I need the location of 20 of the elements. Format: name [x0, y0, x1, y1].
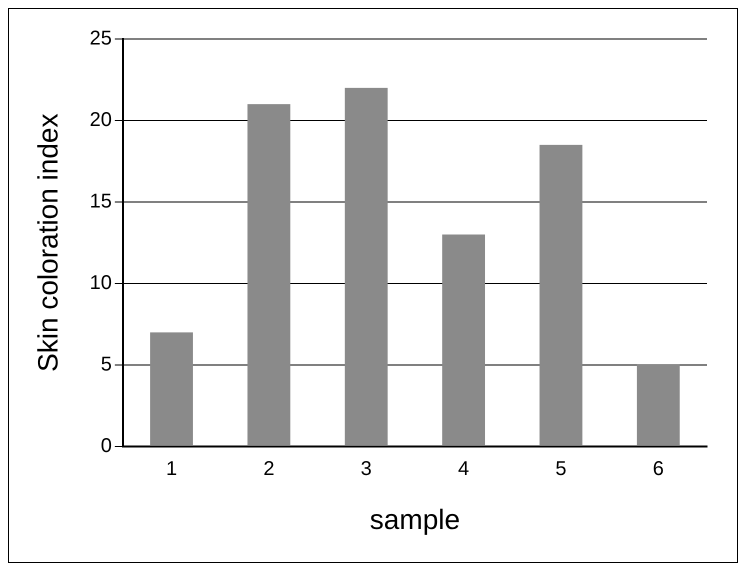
x-tick-label: 6: [652, 458, 664, 480]
bar: [344, 88, 388, 446]
y-tick-label: 25: [90, 28, 112, 50]
bar: [247, 104, 290, 446]
y-tick-label: 5: [100, 353, 112, 376]
bar: [540, 144, 582, 446]
y-axis-title: Skin coloration index: [32, 114, 64, 372]
bar: [150, 332, 193, 446]
y-tick-label: 15: [90, 190, 112, 212]
y-tick-label: 10: [90, 272, 112, 294]
x-tick-label: 1: [166, 458, 178, 480]
bar: [636, 364, 680, 446]
x-tick-label: 2: [263, 458, 274, 480]
x-tick-label: 4: [458, 458, 470, 480]
y-tick-label: 20: [90, 108, 112, 131]
y-tick-label: 0: [100, 434, 112, 457]
bar: [442, 234, 486, 446]
x-axis-title: sample: [370, 504, 460, 535]
x-tick-label: 3: [360, 458, 372, 480]
x-tick-label: 5: [555, 458, 567, 480]
